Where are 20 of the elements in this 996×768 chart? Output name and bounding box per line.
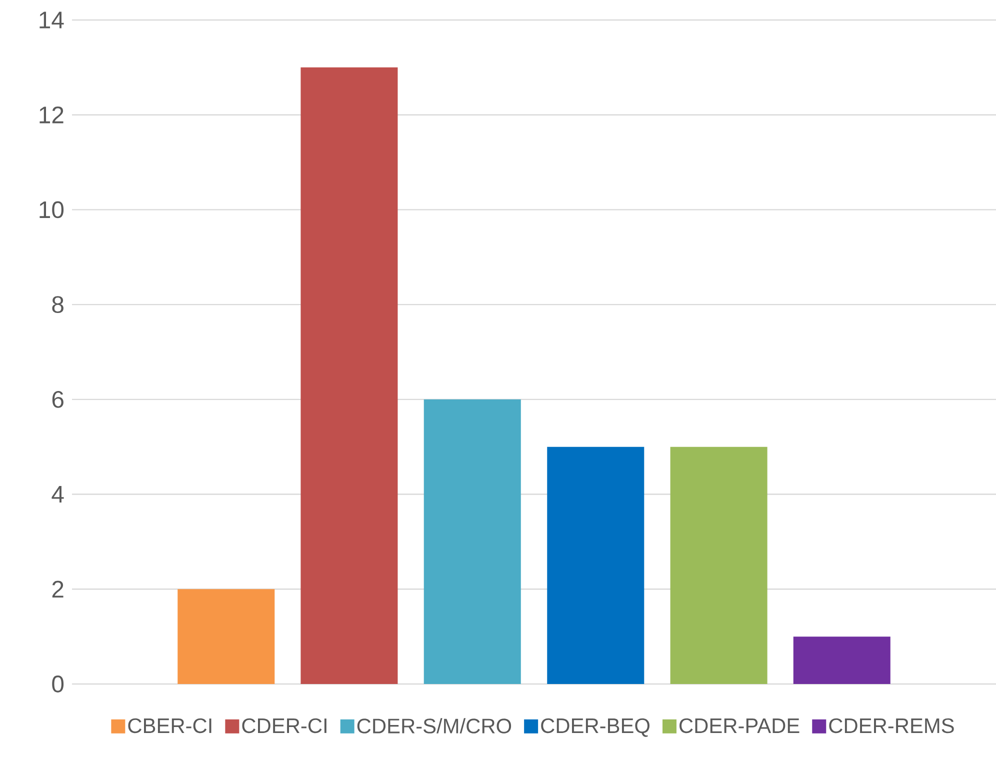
y-tick-label: 6 [52,390,64,408]
legend-label: CBER-CI [128,718,212,734]
bar [793,636,890,684]
y-tick-label: 10 [40,201,64,218]
bar [178,589,275,684]
bar [424,399,521,684]
bar [300,67,398,684]
legend-label: CDER-REMS [829,718,954,734]
y-tick-label: 14 [40,12,64,28]
legend-label: CDER-S/M/CRO [357,718,512,734]
y-tick-label: 2 [52,580,64,598]
legend-label: CDER-PADE [680,718,800,734]
bar [547,446,644,684]
y-tick-label: 8 [52,296,64,314]
y-tick-label: 0 [52,676,64,692]
legend-label: CDER-CI [242,718,326,734]
y-tick-label: 4 [52,486,64,503]
legend-label: CDER-BEQ [541,718,650,737]
y-tick-label: 12 [40,106,64,124]
bar [670,446,768,684]
